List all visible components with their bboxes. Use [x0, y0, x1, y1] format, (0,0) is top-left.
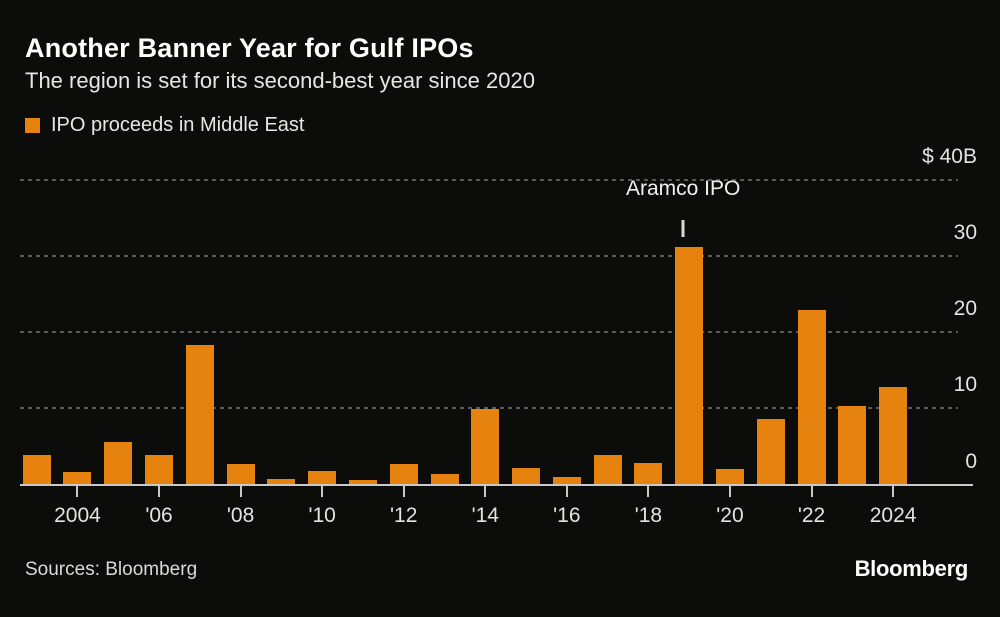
x-tick-2014: [484, 486, 487, 497]
bar-2007: [185, 344, 214, 485]
x-axis-label-2006: '06: [145, 504, 173, 527]
y-axis-label-30: 30: [953, 220, 977, 244]
gridline-40: [20, 178, 958, 181]
x-tick-2010: [321, 486, 324, 497]
x-axis-label-2004: 2004: [54, 504, 101, 527]
chart-title: Another Banner Year for Gulf IPOs: [25, 33, 474, 63]
chart-subtitle: The region is set for its second-best ye…: [25, 68, 535, 93]
x-tick-2024: [892, 486, 895, 497]
bar-2020: [715, 468, 744, 485]
bar-2022: [797, 309, 826, 485]
legend-label: IPO proceeds in Middle East: [51, 114, 305, 136]
bar-2017: [593, 454, 622, 485]
x-axis-label-2020: '20: [716, 504, 744, 527]
x-axis-label-2010: '10: [308, 504, 336, 527]
x-tick-2008: [239, 486, 242, 497]
y-axis-label-20: 20: [953, 297, 977, 321]
gridline-30: [20, 254, 958, 257]
x-tick-2022: [810, 486, 813, 497]
bar-2016: [552, 476, 581, 485]
x-tick-2016: [565, 486, 568, 497]
x-axis-label-2024: 2024: [869, 504, 917, 527]
x-tick-2018: [647, 486, 650, 497]
bar-2003: [22, 454, 51, 485]
bar-2024: [879, 386, 908, 485]
y-axis-label-10: 10: [953, 373, 977, 397]
x-tick-2006: [158, 486, 161, 497]
x-tick-2020: [728, 486, 731, 497]
gridline-20: [20, 331, 958, 334]
bar-2014: [471, 408, 500, 485]
bar-2008: [226, 463, 255, 485]
bar-2013: [430, 473, 459, 485]
bar-2012: [389, 463, 418, 485]
bar-2015: [512, 467, 541, 485]
sources-note: Sources: Bloomberg: [25, 559, 198, 580]
aramco-annotation-label: Aramco IPO: [625, 177, 741, 200]
x-axis-baseline: [20, 484, 973, 486]
gridline-10: [20, 407, 958, 410]
x-axis-label-2008: '08: [226, 504, 255, 527]
aramco-annotation-pointer-icon: [681, 220, 685, 237]
bar-2023: [838, 405, 867, 485]
bar-2005: [104, 441, 133, 485]
bar-2004: [63, 471, 92, 485]
bar-2010: [308, 470, 337, 485]
bloomberg-logo: Bloomberg: [854, 556, 969, 581]
bar-2011: [348, 479, 377, 485]
x-axis-label-2022: '22: [797, 504, 826, 527]
legend: IPO proceeds in Middle East: [25, 114, 304, 137]
x-axis-label-2012: '12: [390, 504, 418, 527]
bar-2021: [756, 418, 785, 485]
bar-2006: [145, 454, 174, 485]
y-axis-label-0: 0: [965, 449, 977, 473]
x-tick-2004: [76, 486, 79, 497]
bar-2019: [675, 246, 704, 485]
x-axis-label-2016: '16: [553, 504, 581, 527]
bar-2009: [267, 478, 296, 485]
x-axis-label-2018: '18: [634, 504, 663, 527]
legend-swatch-icon: [25, 118, 40, 133]
y-axis-label-40: $ 40B: [922, 144, 977, 168]
x-tick-2012: [402, 486, 405, 497]
bar-2018: [634, 462, 663, 485]
x-axis-label-2014: '14: [471, 504, 499, 527]
